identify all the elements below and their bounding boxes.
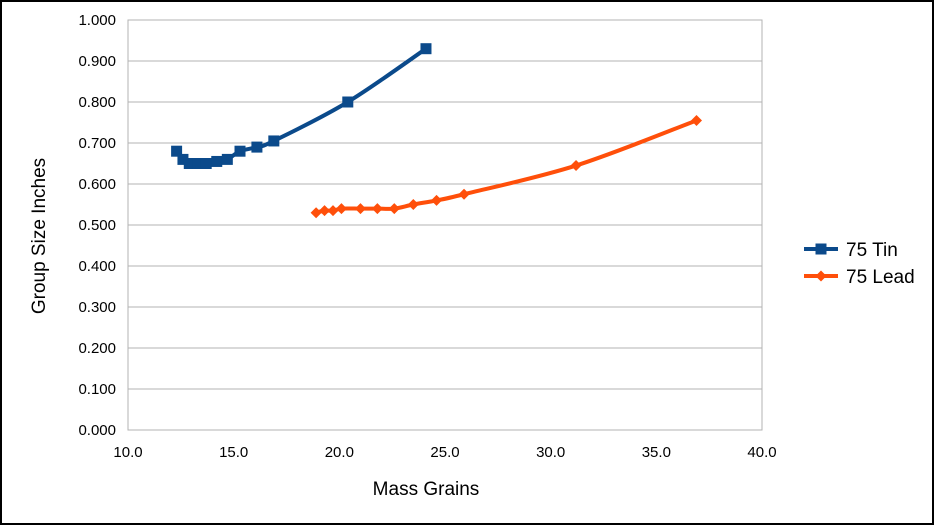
y-tick-label: 0.900 <box>78 53 116 70</box>
y-tick-label: 0.200 <box>78 340 116 357</box>
data-point <box>690 114 702 126</box>
legend-marker <box>815 270 827 282</box>
data-point <box>268 135 280 147</box>
data-point <box>234 145 246 157</box>
x-tick-label: 15.0 <box>219 444 248 461</box>
data-point <box>221 153 233 165</box>
x-tick-label: 20.0 <box>325 444 354 461</box>
data-point <box>458 188 470 200</box>
data-point <box>335 203 347 215</box>
legend-label: 75 Tin <box>846 240 898 261</box>
series-75-tin <box>171 43 432 169</box>
y-tick-label: 1.000 <box>78 12 116 29</box>
data-point <box>177 153 189 165</box>
data-point <box>354 203 366 215</box>
series-line <box>174 46 428 166</box>
data-point <box>407 199 419 210</box>
data-point <box>388 203 400 215</box>
x-axis-title: Mass Grains <box>373 479 480 500</box>
y-tick-label: 0.400 <box>78 258 116 275</box>
data-point <box>192 158 204 169</box>
x-tick-label: 30.0 <box>536 444 565 461</box>
y-tick-label: 0.100 <box>78 381 116 398</box>
series-75-lead <box>310 114 702 219</box>
x-tick-label: 10.0 <box>113 444 142 461</box>
data-point <box>420 43 432 55</box>
legend-label: 75 Lead <box>846 267 915 288</box>
x-tick-label: 25.0 <box>430 444 459 461</box>
data-point <box>431 194 443 206</box>
data-point <box>183 158 195 169</box>
gridlines <box>128 19 762 431</box>
y-tick-label: 0.000 <box>78 422 116 439</box>
series-line <box>314 118 699 215</box>
y-tick-label: 0.600 <box>78 176 116 193</box>
series-layer <box>171 43 702 219</box>
data-point <box>251 141 263 153</box>
data-point <box>371 203 383 215</box>
x-axis-ticks: 10.0 15.0 20.0 25.0 30.0 35.0 40.0 <box>113 444 776 461</box>
data-point <box>319 205 331 217</box>
y-tick-label: 0.500 <box>78 217 116 234</box>
x-tick-label: 35.0 <box>642 444 671 461</box>
data-point <box>211 155 223 167</box>
data-point <box>570 160 582 172</box>
legend: 75 Tin 75 Lead <box>804 240 915 288</box>
data-point <box>310 207 322 219</box>
plot-area-border <box>127 19 763 431</box>
data-point <box>342 96 354 108</box>
legend-marker <box>815 243 827 255</box>
data-point <box>171 145 183 157</box>
y-tick-label: 0.300 <box>78 299 116 316</box>
y-tick-label: 0.800 <box>78 94 116 111</box>
y-axis-title: Group Size Inches <box>29 158 50 314</box>
y-axis-ticks: 0.000 0.100 0.200 0.300 0.400 0.500 0.600 0.700… <box>78 12 116 439</box>
y-tick-label: 0.700 <box>78 135 116 152</box>
data-point <box>200 158 212 169</box>
x-tick-label: 40.0 <box>747 444 776 461</box>
legend-item: 75 Tin <box>804 240 898 261</box>
data-point <box>327 205 339 217</box>
legend-item: 75 Lead <box>804 267 915 288</box>
